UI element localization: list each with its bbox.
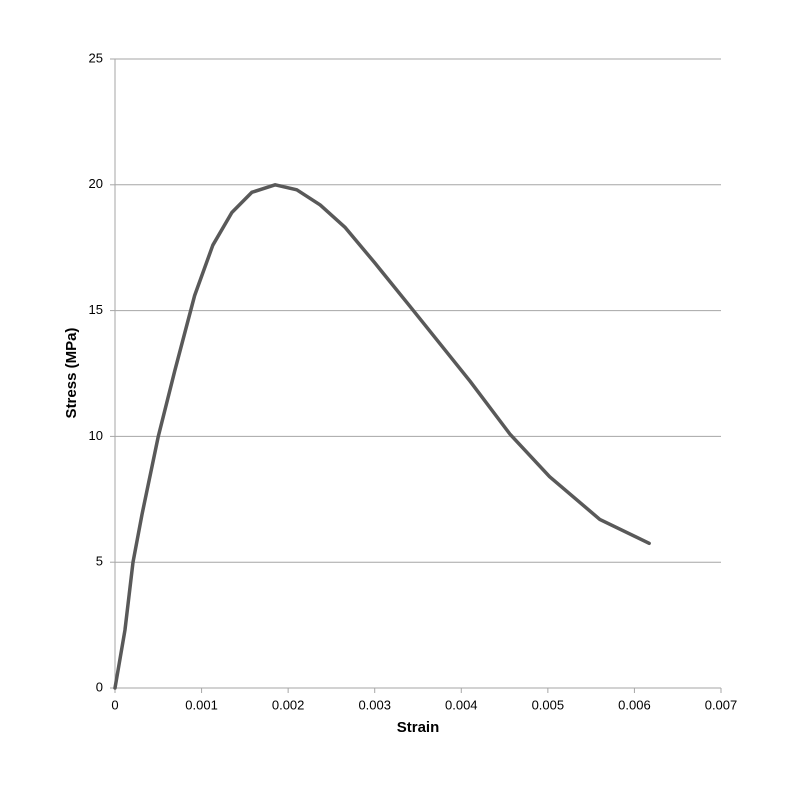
x-tick-label: 0.005 [532,697,565,712]
y-tick-label: 15 [89,302,103,317]
x-tick-label: 0.001 [185,697,218,712]
x-tick-label: 0.006 [618,697,651,712]
x-tick-label: 0.007 [705,697,738,712]
x-tick-label: 0.002 [272,697,305,712]
x-tick-label: 0.003 [358,697,391,712]
y-tick-label: 25 [89,50,103,65]
y-tick-label: 20 [89,176,103,191]
y-tick-label: 5 [96,554,103,569]
y-axis-label: Stress (MPa) [63,328,80,419]
x-tick-label: 0.004 [445,697,478,712]
y-tick-label: 10 [89,428,103,443]
data-line [113,183,651,690]
x-axis-label: Strain [397,719,440,736]
y-tick-label: 0 [96,679,103,694]
x-tick-label: 0 [111,697,118,712]
